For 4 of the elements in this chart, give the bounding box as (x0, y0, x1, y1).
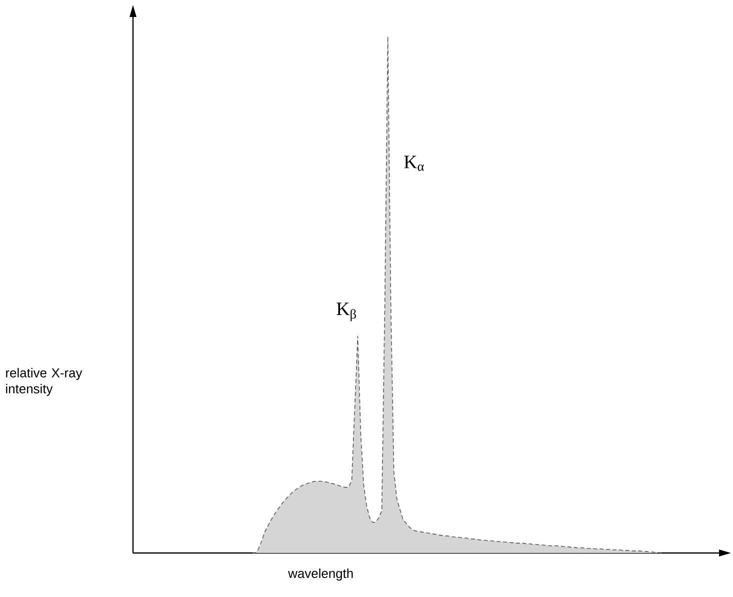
x-axis-title: wavelength (288, 568, 353, 581)
annotation: K$_{α}$ (404, 156, 424, 171)
annotation: K$_{β}$ (336, 302, 356, 322)
text: relative X-ray intensity (6, 368, 82, 396)
